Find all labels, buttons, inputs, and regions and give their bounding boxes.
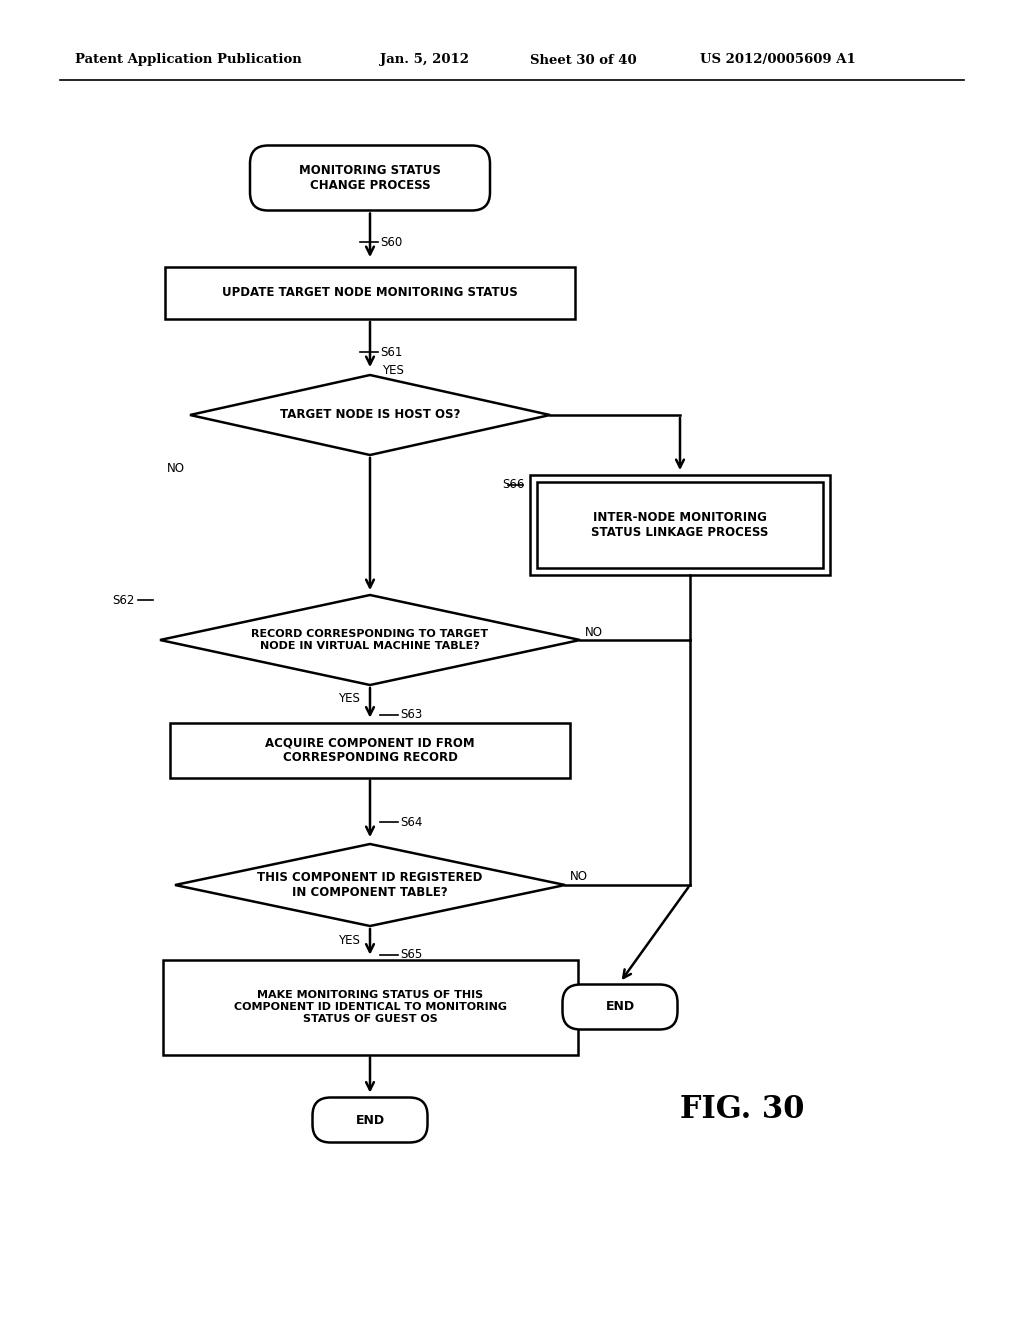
Text: S65: S65 — [400, 949, 422, 961]
Text: S63: S63 — [400, 709, 422, 722]
Text: NO: NO — [167, 462, 185, 474]
Polygon shape — [190, 375, 550, 455]
Text: US 2012/0005609 A1: US 2012/0005609 A1 — [700, 54, 856, 66]
Text: THIS COMPONENT ID REGISTERED
IN COMPONENT TABLE?: THIS COMPONENT ID REGISTERED IN COMPONEN… — [257, 871, 482, 899]
Bar — [165, 267, 575, 319]
FancyBboxPatch shape — [312, 1097, 427, 1143]
Text: Patent Application Publication: Patent Application Publication — [75, 54, 302, 66]
Text: RECORD CORRESPONDING TO TARGET
NODE IN VIRTUAL MACHINE TABLE?: RECORD CORRESPONDING TO TARGET NODE IN V… — [252, 630, 488, 651]
Text: Jan. 5, 2012: Jan. 5, 2012 — [380, 54, 469, 66]
Bar — [530, 475, 830, 576]
Text: END: END — [605, 1001, 635, 1014]
Text: ACQUIRE COMPONENT ID FROM
CORRESPONDING RECORD: ACQUIRE COMPONENT ID FROM CORRESPONDING … — [265, 737, 475, 764]
Text: S62: S62 — [113, 594, 135, 606]
Text: TARGET NODE IS HOST OS?: TARGET NODE IS HOST OS? — [280, 408, 460, 421]
Text: S60: S60 — [380, 235, 402, 248]
Text: S66: S66 — [503, 479, 525, 491]
Bar — [163, 960, 578, 1055]
Text: Sheet 30 of 40: Sheet 30 of 40 — [530, 54, 637, 66]
FancyBboxPatch shape — [250, 145, 490, 210]
Text: UPDATE TARGET NODE MONITORING STATUS: UPDATE TARGET NODE MONITORING STATUS — [222, 286, 518, 300]
Text: END: END — [355, 1114, 385, 1126]
Polygon shape — [160, 595, 580, 685]
Text: MONITORING STATUS
CHANGE PROCESS: MONITORING STATUS CHANGE PROCESS — [299, 164, 441, 191]
Text: INTER-NODE MONITORING
STATUS LINKAGE PROCESS: INTER-NODE MONITORING STATUS LINKAGE PRO… — [591, 511, 769, 539]
Text: YES: YES — [338, 692, 360, 705]
Bar — [170, 722, 570, 777]
Text: NO: NO — [570, 870, 588, 883]
FancyBboxPatch shape — [562, 985, 678, 1030]
Text: NO: NO — [585, 626, 603, 639]
Text: YES: YES — [382, 363, 403, 376]
Bar — [537, 482, 823, 568]
Text: MAKE MONITORING STATUS OF THIS
COMPONENT ID IDENTICAL TO MONITORING
STATUS OF GU: MAKE MONITORING STATUS OF THIS COMPONENT… — [233, 990, 507, 1023]
Text: S61: S61 — [380, 346, 402, 359]
Text: S64: S64 — [400, 816, 422, 829]
Polygon shape — [175, 843, 565, 927]
Text: FIG. 30: FIG. 30 — [680, 1094, 805, 1126]
Text: YES: YES — [338, 933, 360, 946]
